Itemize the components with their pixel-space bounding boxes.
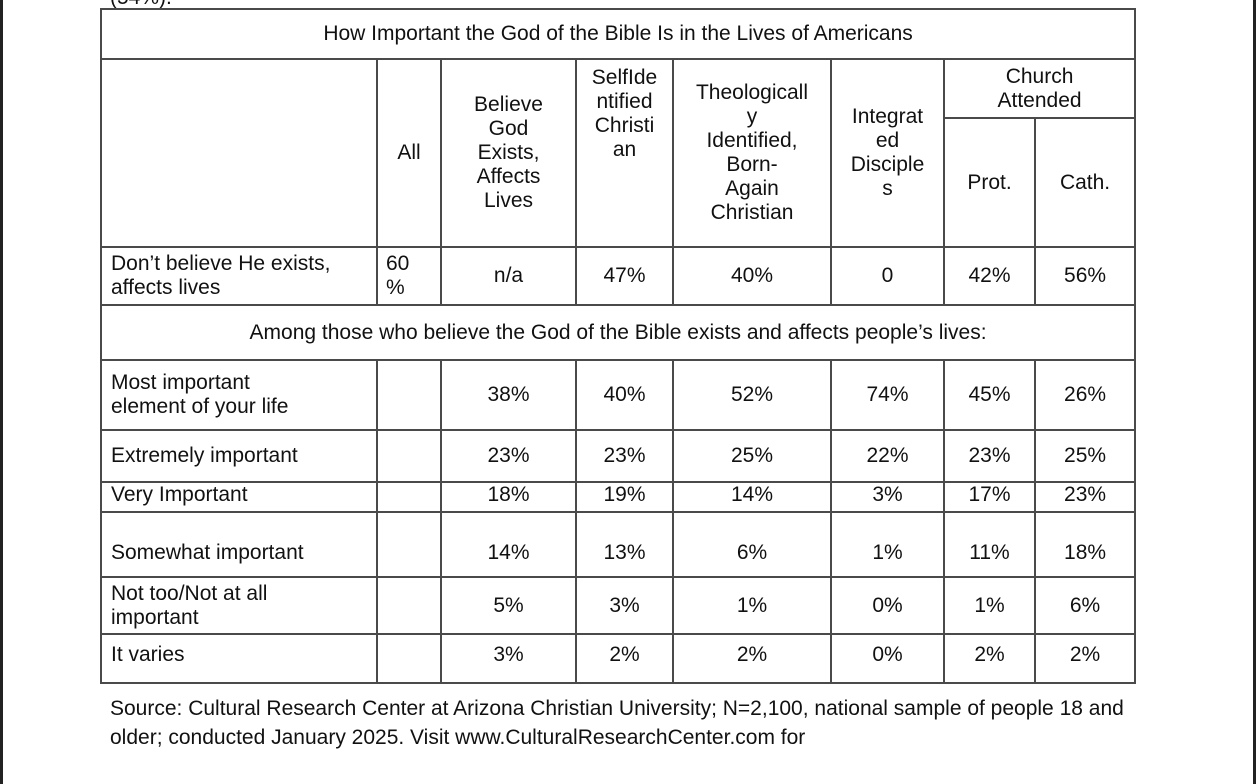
cell: 74%	[830, 359, 945, 431]
cell: 11%	[943, 511, 1036, 578]
cell	[376, 576, 442, 635]
table-row: Somewhat important 14% 13% 6% 1% 11% 18%	[100, 511, 1137, 578]
table-row: Very Important 18% 19% 14% 3% 17% 23%	[100, 481, 1137, 513]
cell	[376, 511, 442, 578]
cell: 13%	[575, 511, 674, 578]
cell: 40%	[575, 359, 674, 431]
cell: 47%	[575, 246, 674, 306]
cell: 18%	[440, 481, 577, 513]
row-label: Not too/Not at all important	[100, 576, 378, 635]
cell: 60 %	[376, 246, 442, 306]
table-row: Extremely important 23% 23% 25% 22% 23% …	[100, 429, 1137, 483]
importance-table: How Important the God of the Bible Is in…	[99, 8, 1137, 684]
table-row: Not too/Not at all important 5% 3% 1% 0%…	[100, 576, 1137, 635]
cell: 19%	[575, 481, 674, 513]
cell: 14%	[440, 511, 577, 578]
cell: 17%	[943, 481, 1036, 513]
cell: 40%	[672, 246, 832, 306]
right-border	[1253, 0, 1256, 784]
cell: 18%	[1033, 511, 1137, 578]
cell: 2%	[1033, 633, 1137, 684]
table-row: Most important element of your life 38% …	[100, 359, 1137, 431]
row-label: Very Important	[100, 481, 378, 513]
cell: 6%	[672, 511, 832, 578]
cell: 25%	[1033, 429, 1137, 483]
table-row: It varies 3% 2% 2% 0% 2% 2%	[100, 633, 1137, 684]
row-label: Don’t believe He exists, affects lives	[100, 246, 378, 306]
row-label: Somewhat important	[100, 511, 378, 578]
cell	[376, 359, 442, 431]
cell: 52%	[672, 359, 832, 431]
left-border	[0, 0, 3, 784]
cell: 22%	[830, 429, 945, 483]
cell: 45%	[943, 359, 1036, 431]
cell: 2%	[943, 633, 1036, 684]
cell: 23%	[1033, 481, 1137, 513]
cell: n/a	[440, 246, 577, 306]
cell	[376, 633, 442, 684]
cell: 1%	[672, 576, 832, 635]
header-believe: Believe God Exists, Affects Lives	[440, 58, 577, 248]
cell: 1%	[830, 511, 945, 578]
cell	[376, 481, 442, 513]
cell: 23%	[943, 429, 1036, 483]
cell: 42%	[943, 246, 1036, 306]
cell	[376, 429, 442, 483]
header-prot: Prot.	[943, 117, 1036, 248]
header-self-identified: SelfIde ntified Christi an	[575, 58, 674, 248]
cell: 23%	[440, 429, 577, 483]
cell: 0	[830, 246, 945, 306]
table-title: How Important the God of the Bible Is in…	[99, 8, 1137, 60]
cell: 0%	[830, 633, 945, 684]
cell: 3%	[830, 481, 945, 513]
cell: 3%	[575, 576, 674, 635]
cell: 1%	[943, 576, 1036, 635]
row-label: Most important element of your life	[100, 359, 378, 431]
cell: 2%	[672, 633, 832, 684]
source-note: Source: Cultural Research Center at Ariz…	[110, 697, 1124, 749]
cell: 23%	[575, 429, 674, 483]
cell: 3%	[440, 633, 577, 684]
cell: 14%	[672, 481, 832, 513]
header-cath: Cath.	[1033, 117, 1137, 248]
cell: 0%	[830, 576, 945, 635]
section-label: Among those who believe the God of the B…	[99, 304, 1137, 361]
header-theological: Theologicall y Identified, Born- Again C…	[672, 58, 832, 248]
row-label: Extremely important	[100, 429, 378, 483]
cell: 56%	[1033, 246, 1137, 306]
cell: 26%	[1033, 359, 1137, 431]
cell: 2%	[575, 633, 674, 684]
header-integrated: Integrat ed Disciple s	[830, 58, 945, 248]
cut-off-text: (54%).	[110, 0, 172, 10]
table-row: Don’t believe He exists, affects lives 6…	[100, 246, 1137, 306]
cell: 5%	[440, 576, 577, 635]
row-label: It varies	[100, 633, 378, 684]
header-all: All	[376, 58, 442, 248]
cell: 38%	[440, 359, 577, 431]
cell: 25%	[672, 429, 832, 483]
header-blank	[100, 58, 378, 248]
header-church-attended: Church Attended	[942, 58, 1137, 119]
cell: 6%	[1033, 576, 1137, 635]
